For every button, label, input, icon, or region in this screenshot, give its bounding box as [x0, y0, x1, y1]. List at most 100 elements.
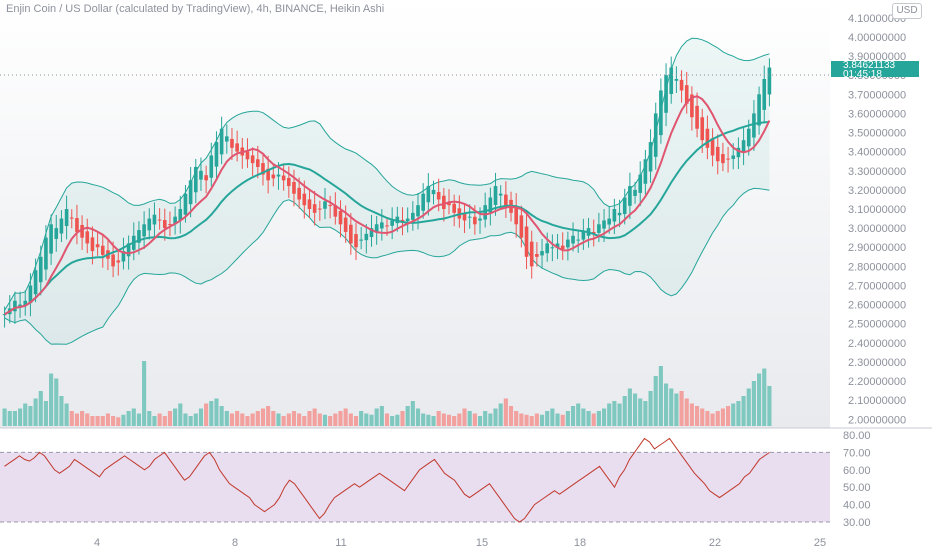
- volume-bar: [59, 396, 64, 426]
- volume-bar: [560, 414, 565, 426]
- volume-bar: [266, 406, 271, 426]
- volume-bar: [534, 413, 539, 426]
- volume-bar: [607, 403, 612, 426]
- candle: [307, 199, 312, 210]
- volume-bar: [529, 416, 534, 426]
- volume-bar: [343, 408, 348, 426]
- candle: [312, 204, 317, 213]
- candle: [111, 254, 115, 267]
- candle: [64, 209, 69, 227]
- volume-bar: [384, 413, 390, 426]
- candle: [224, 136, 229, 142]
- volume-bar: [757, 373, 762, 426]
- volume-bar: [689, 403, 694, 426]
- candle: [162, 220, 167, 229]
- candle: [44, 237, 48, 270]
- volume-bar: [281, 416, 286, 426]
- candle: [591, 231, 596, 234]
- candle: [555, 243, 560, 248]
- rsi-tick-label: 30.00: [843, 517, 871, 529]
- rsi-line: [4, 437, 770, 523]
- candle: [488, 197, 493, 213]
- currency-button[interactable]: USD: [892, 3, 922, 19]
- volume-bar: [250, 413, 255, 426]
- volume-bar: [2, 408, 7, 426]
- candle: [710, 138, 715, 156]
- candle: [622, 197, 627, 215]
- bollinger-basis: [4, 121, 770, 316]
- volume-bar: [229, 413, 235, 426]
- volume-bar: [126, 411, 131, 426]
- y-tick-label: 2.10000000: [848, 395, 906, 407]
- volume-bar: [762, 368, 767, 426]
- moving-average: [4, 95, 771, 316]
- y-tick-label: 3.70000000: [848, 89, 906, 101]
- volume-bar: [328, 416, 333, 426]
- candle: [540, 251, 544, 256]
- candle: [292, 182, 296, 194]
- candle: [193, 166, 198, 193]
- volume-bar: [436, 411, 441, 426]
- volume-bar: [669, 388, 674, 426]
- candle: [447, 202, 451, 206]
- candle: [664, 75, 668, 113]
- volume-bar: [390, 416, 395, 426]
- volume-bar: [33, 398, 38, 426]
- candle: [426, 186, 431, 203]
- candle: [736, 147, 741, 158]
- volume-bar: [131, 408, 136, 426]
- candle: [638, 174, 643, 193]
- volume-bar: [235, 411, 240, 426]
- volume-bar: [767, 386, 772, 426]
- candle: [581, 231, 586, 240]
- volume-bar: [483, 411, 488, 426]
- candle: [266, 168, 270, 181]
- volume-bar: [679, 391, 684, 426]
- volume-bar: [731, 403, 736, 426]
- volume-bar: [23, 403, 28, 426]
- volume-bar: [622, 396, 627, 426]
- volume-bar: [415, 408, 421, 426]
- candle: [287, 177, 291, 187]
- y-tick-label: 3.00000000: [848, 223, 906, 235]
- volume-bar: [524, 414, 529, 426]
- candle: [411, 212, 415, 220]
- candle: [762, 79, 767, 110]
- candle: [349, 224, 353, 244]
- candle: [617, 212, 622, 216]
- volume-bar: [260, 408, 266, 426]
- volume-bar: [736, 401, 741, 426]
- volume-bar: [684, 398, 689, 426]
- volume-bar: [219, 406, 224, 426]
- volume-bar: [591, 413, 596, 426]
- y-tick-label: 4.10000000: [848, 13, 906, 25]
- candle: [421, 193, 425, 211]
- volume-bar: [297, 413, 302, 426]
- volume-bar: [653, 376, 658, 426]
- volume-bar: [286, 413, 291, 426]
- x-tick-label: 22: [709, 537, 721, 549]
- volume-bar: [710, 413, 715, 426]
- volume-bar: [369, 414, 374, 426]
- volume-bar: [353, 416, 359, 426]
- volume-bar: [18, 408, 23, 426]
- candle: [85, 231, 90, 244]
- candle: [643, 159, 648, 184]
- y-tick-label: 3.50000000: [848, 128, 906, 140]
- main-pane: [0, 0, 830, 428]
- volume-bar: [157, 413, 162, 426]
- volume-bar: [601, 408, 607, 426]
- volume-bar: [638, 398, 643, 426]
- candle: [137, 230, 141, 243]
- candle: [142, 224, 146, 237]
- volume-bar: [359, 411, 364, 426]
- volume-bar: [333, 413, 338, 426]
- volume-bar: [446, 414, 452, 426]
- volume-bar: [472, 413, 477, 426]
- volume-bar: [550, 408, 555, 426]
- candle: [473, 216, 477, 225]
- candle: [659, 90, 663, 136]
- rsi-tick-label: 50.00: [843, 482, 871, 494]
